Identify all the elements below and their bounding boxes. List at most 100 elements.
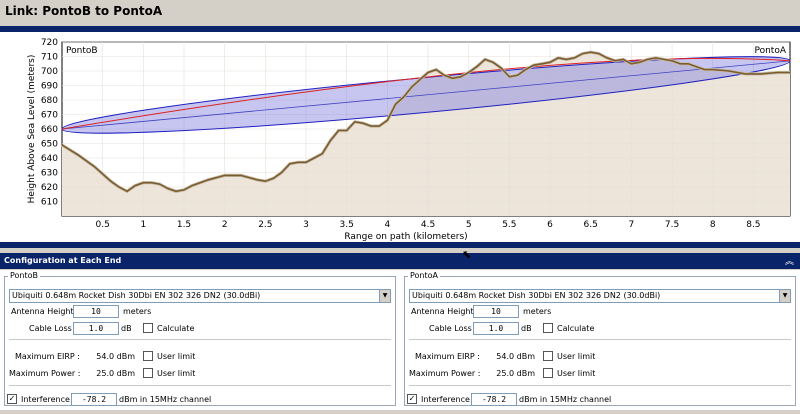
terrain-line [61,51,790,193]
config-section-header[interactable]: Configuration at Each End ︽ [0,253,800,269]
y-tick-label: 640 [41,154,58,164]
antenna-select-value: Ubiquiti 0.648m Rocket Dish 30Dbi EN 302… [412,291,661,300]
interference-suffix: dBm in 15MHz channel [519,395,612,404]
antenna-height-label: Antenna Height : [411,307,479,316]
antenna-select[interactable]: Ubiquiti 0.648m Rocket Dish 30Dbi EN 302… [409,289,791,303]
x-tick-label: 1 [140,220,146,230]
mouse-cursor-icon: ⬉ [462,248,472,261]
power-user-limit-label: User limit [157,369,196,378]
interference-label: Interference : [21,395,76,404]
interference-input[interactable]: -78.2 [471,393,517,406]
x-tick-label: 2 [222,220,228,230]
y-tick-label: 710 [41,53,58,63]
antenna-height-input[interactable]: 10 [473,305,519,318]
y-tick-label: 610 [41,198,58,208]
collapse-chevron-icon[interactable]: ︽ [784,257,794,267]
max-power-label: Maximum Power : [9,369,81,378]
cable-loss-input[interactable]: 1.0 [73,322,119,335]
y-tick-label: 700 [41,67,58,77]
window-title: Link: PontoB to PontoA [5,4,163,18]
meters-label: meters [523,307,552,316]
interference-suffix: dBm in 15MHz channel [119,395,212,404]
antenna-select-value: Ubiquiti 0.648m Rocket Dish 30Dbi EN 302… [12,291,261,300]
end-name: PontoA [408,271,441,280]
power-user-limit-checkbox[interactable] [543,368,553,378]
y-tick-label: 660 [41,125,58,135]
antenna-height-input[interactable]: 10 [73,305,119,318]
max-power-value: 25.0 dBm [496,369,535,378]
x-tick-label: 8 [710,220,716,230]
max-eirp-label: Maximum EIRP : [15,352,80,361]
x-tick-label: 4 [384,220,390,230]
y-tick-label: 620 [41,183,58,193]
interference-label: Interference : [421,395,476,404]
red-curve [61,57,791,130]
eirp-user-limit-checkbox[interactable] [543,351,553,361]
calculate-label: Calculate [557,324,595,333]
x-tick-label: 7 [629,220,635,230]
max-eirp-label: Maximum EIRP : [415,352,480,361]
dropdown-arrow-icon[interactable]: ▼ [379,290,390,302]
x-tick-label: 7.5 [665,220,679,230]
max-power-value: 25.0 dBm [96,369,135,378]
interference-checkbox[interactable]: ✓ [407,394,417,404]
interference-checkbox[interactable]: ✓ [7,394,17,404]
interference-input[interactable]: -78.2 [71,393,117,406]
header-divider [0,26,800,32]
y-tick-label: 680 [41,96,58,106]
end-panel-pontob: PontoB Ubiquiti 0.648m Rocket Dish 30Dbi… [0,270,400,410]
eirp-user-limit-checkbox[interactable] [143,351,153,361]
calculate-checkbox[interactable] [543,323,553,333]
y-tick-label: 720 [41,38,58,48]
max-eirp-value: 54.0 dBm [96,352,135,361]
x-tick-label: 3.5 [340,220,354,230]
y-tick-label: 650 [41,140,58,150]
end-panel-pontoa: PontoA Ubiquiti 0.648m Rocket Dish 30Dbi… [400,270,800,410]
max-eirp-value: 54.0 dBm [496,352,535,361]
cable-loss-label: Cable Loss : [429,324,478,333]
profile-chart: 610 620 630 640 650 660 670 680 690 700 710 720 0.5 1… [27,38,791,242]
separator [409,339,791,340]
antenna-select[interactable]: Ubiquiti 0.648m Rocket Dish 30Dbi EN 302… [9,289,391,303]
end-fieldset: PontoB Ubiquiti 0.648m Rocket Dish 30Dbi… [4,271,396,406]
y-tick-label: 630 [41,169,58,179]
x-tick-label: 5.5 [502,220,516,230]
profile-chart-area: 610 620 630 640 650 660 670 680 690 700 710 720 0.5 1… [0,32,800,242]
config-section-title: Configuration at Each End [4,256,122,265]
y-axis-label: Height Above Sea Level (meters) [27,55,37,204]
title-bar: Link: PontoB to PontoA [0,0,800,25]
end-name: PontoB [8,271,41,280]
x-tick-label: 6.5 [584,220,598,230]
x-tick-label: 5 [466,220,472,230]
x-tick-label: 0.5 [96,220,110,230]
x-tick-label: 2.5 [258,220,272,230]
y-tick-label: 690 [41,82,58,92]
db-label: dB [121,324,132,333]
separator [9,385,391,386]
cable-loss-label: Cable Loss : [29,324,78,333]
eirp-user-limit-label: User limit [157,352,196,361]
x-tick-label: 6 [547,220,553,230]
meters-label: meters [123,307,152,316]
power-user-limit-checkbox[interactable] [143,368,153,378]
y-tick-label: 670 [41,111,58,121]
chart-divider [0,242,800,248]
separator [409,385,791,386]
end-fieldset: PontoA Ubiquiti 0.648m Rocket Dish 30Dbi… [404,271,796,406]
calculate-label: Calculate [157,324,195,333]
line-of-sight [61,60,791,130]
db-label: dB [521,324,532,333]
calculate-checkbox[interactable] [143,323,153,333]
cable-loss-input[interactable]: 1.0 [473,322,519,335]
x-axis-label: Range on path (kilometers) [344,232,467,242]
x-tick-label: 4.5 [421,220,435,230]
x-tick-label: 3 [303,220,309,230]
endpoint-label-right: PontoA [754,46,786,56]
x-tick-label: 8.5 [746,220,760,230]
power-user-limit-label: User limit [557,369,596,378]
dropdown-arrow-icon[interactable]: ▼ [779,290,790,302]
separator [9,339,391,340]
x-tick-label: 1.5 [177,220,191,230]
eirp-user-limit-label: User limit [557,352,596,361]
endpoint-label-left: PontoB [66,46,98,56]
